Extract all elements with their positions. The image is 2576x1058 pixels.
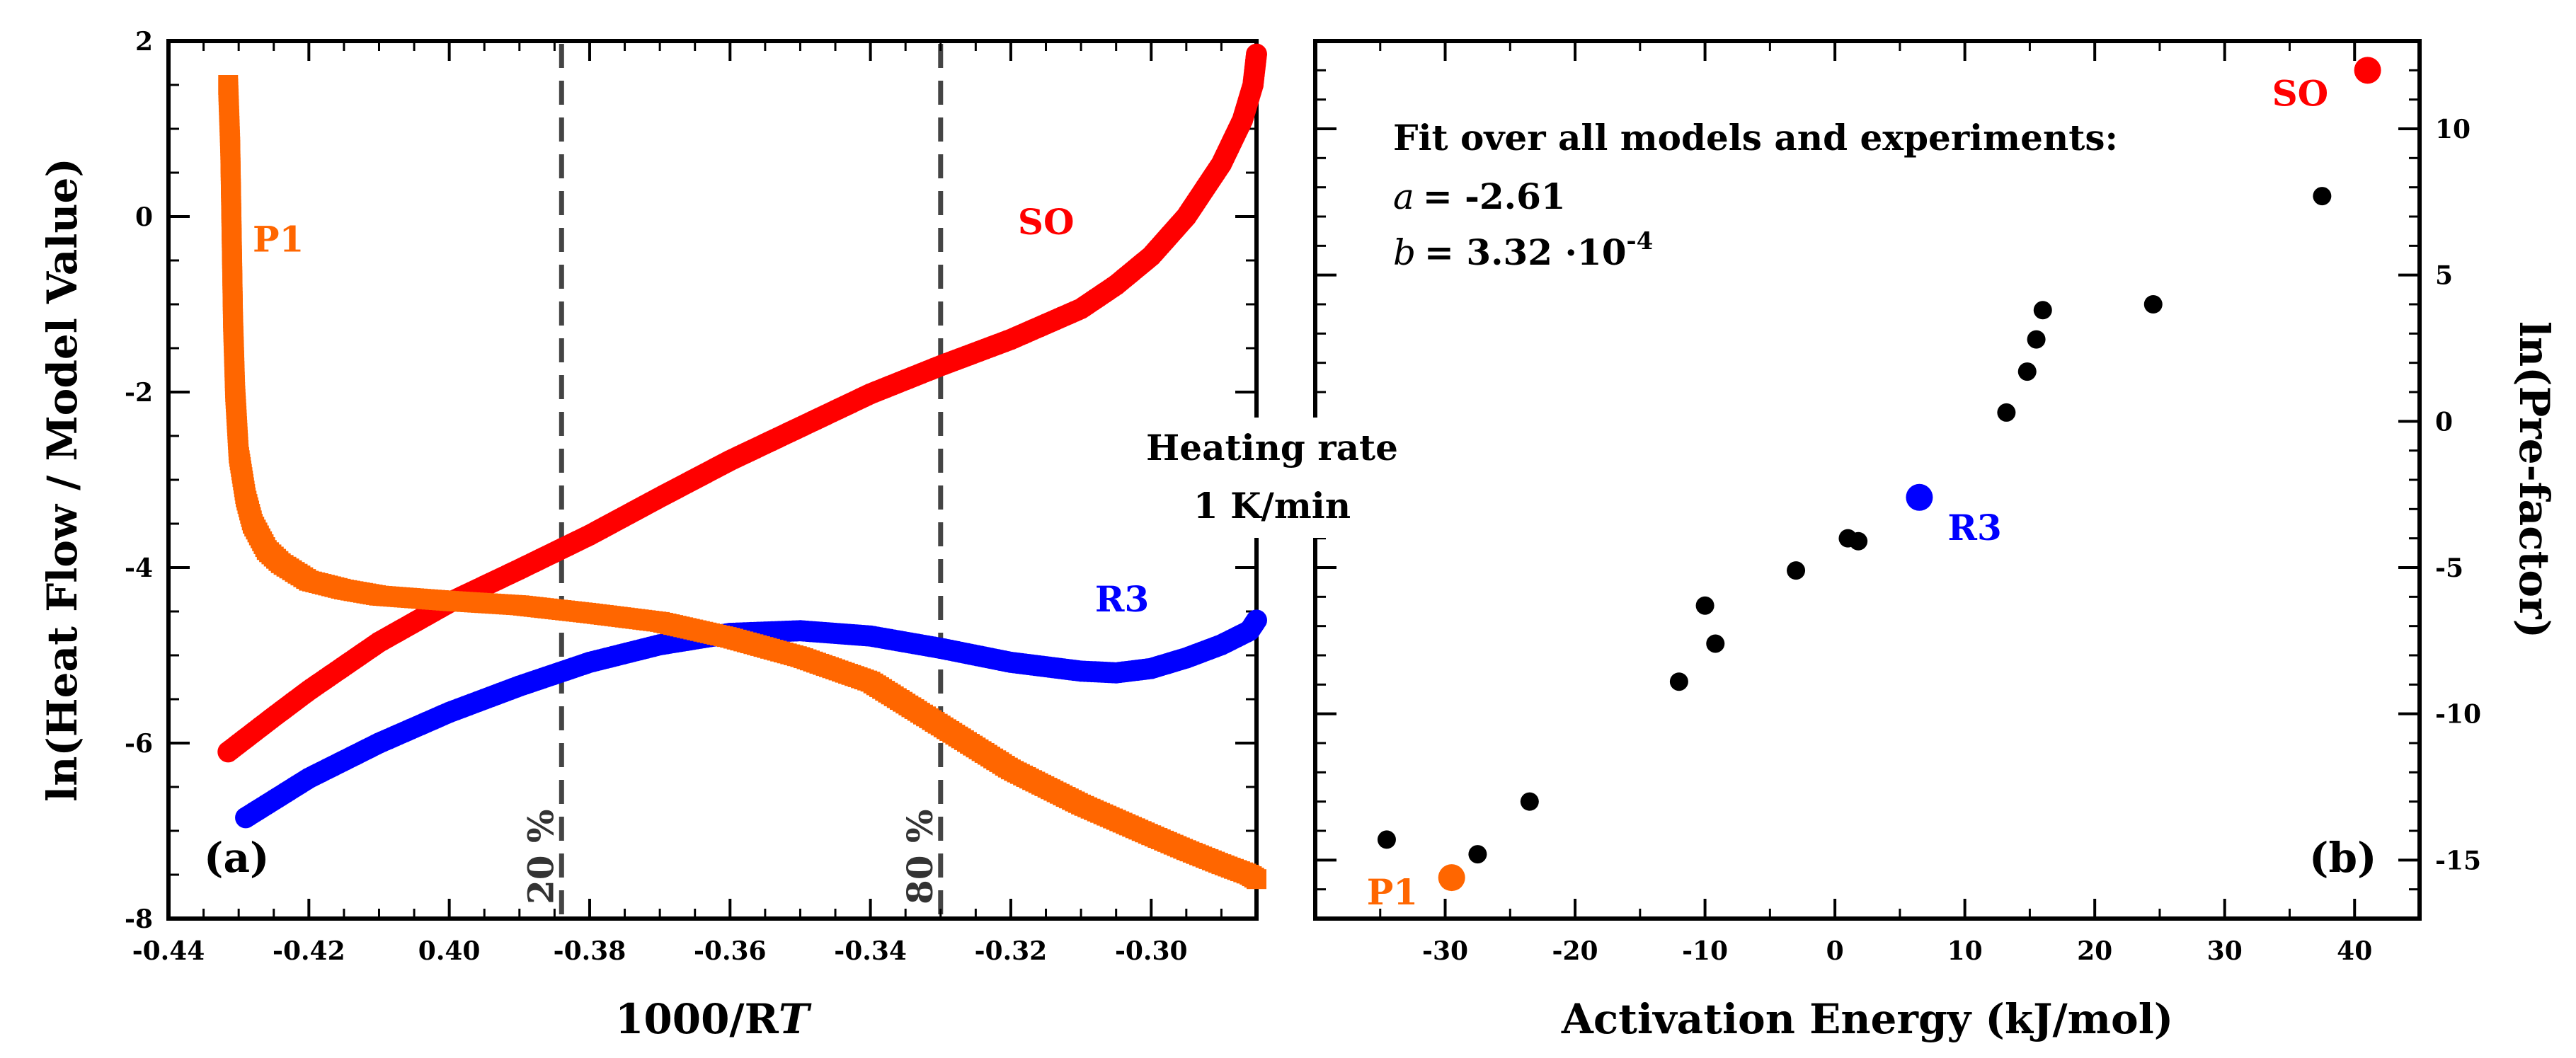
fit-b-value: b = 3.32 ·10-4 bbox=[1393, 227, 1653, 273]
b-x-tick-label: -10 bbox=[1682, 936, 1728, 966]
b-x-tick-label: 40 bbox=[2337, 936, 2372, 966]
data-point bbox=[2017, 362, 2037, 381]
panel-b-points bbox=[1377, 57, 2381, 892]
panel-b-frame bbox=[1313, 39, 2422, 921]
data-point bbox=[1706, 634, 1725, 653]
point-label-p1: P1 bbox=[1367, 871, 1418, 913]
panel-a-x-axis-label: 1000/RT bbox=[615, 995, 812, 1043]
a-x-tick-label: -0.30 bbox=[1115, 936, 1188, 966]
data-point bbox=[1246, 609, 1267, 631]
data-point bbox=[2143, 295, 2163, 314]
point-label-r3: R3 bbox=[1947, 507, 2001, 548]
point-p1 bbox=[1438, 864, 1465, 892]
a-x-tick-label: -0.36 bbox=[694, 936, 767, 966]
data-point bbox=[1849, 531, 1868, 551]
b-x-tick-label: -30 bbox=[1422, 936, 1468, 966]
center-label-background bbox=[1133, 418, 1409, 538]
fit-b-number: = 3.32 ·10 bbox=[1424, 231, 1626, 273]
fit-b-exponent: -4 bbox=[1627, 227, 1654, 255]
b-x-tick-label: 10 bbox=[1947, 936, 1983, 966]
a-y-tick-label: 0 bbox=[135, 202, 153, 232]
vline-80-label: 80 % bbox=[899, 810, 941, 905]
panel-a-y-axis-label: ln(Heat Flow / Model Value) bbox=[38, 158, 86, 802]
b-y-tick-label: -15 bbox=[2435, 846, 2481, 875]
panel-b-x-axis-label: Activation Energy (kJ/mol) bbox=[1561, 995, 2173, 1043]
a-y-tick-label: -8 bbox=[125, 904, 153, 934]
panel-a-label: (a) bbox=[204, 834, 269, 882]
series-so bbox=[217, 43, 1267, 763]
b-y-tick-label: -10 bbox=[2435, 700, 2481, 730]
data-point bbox=[2313, 187, 2332, 206]
series-label-p1: P1 bbox=[253, 219, 304, 260]
fit-title: Fit over all models and experiments: bbox=[1393, 117, 2118, 159]
point-so bbox=[2354, 57, 2381, 84]
a-x-tick-label: -0.38 bbox=[554, 936, 626, 966]
data-point bbox=[1669, 672, 1688, 691]
series-p1 bbox=[218, 75, 1266, 890]
panel-b: -30 -20 -10 0 10 20 30 40 -15 -10 -5 0 5 10 Fit over … bbox=[1313, 39, 2558, 1043]
b-x-tick-label: 0 bbox=[1826, 936, 1844, 966]
b-x-tick-label: 30 bbox=[2207, 936, 2243, 966]
series-r3 bbox=[235, 609, 1267, 829]
series-label-r3: R3 bbox=[1095, 578, 1149, 620]
series-label-so: SO bbox=[1018, 201, 1075, 243]
point-r3 bbox=[1906, 483, 1933, 511]
data-point bbox=[1695, 596, 1715, 615]
a-y-tick-label: -4 bbox=[125, 553, 153, 583]
b-x-tick-label: 20 bbox=[2077, 936, 2112, 966]
a-x-tick-label: -0.32 bbox=[975, 936, 1048, 966]
data-point bbox=[1787, 561, 1806, 580]
center-label-line2: 1 K/min bbox=[1193, 485, 1351, 527]
a-x-tick-label: -0.44 bbox=[132, 936, 205, 966]
data-point bbox=[1520, 792, 1539, 811]
data-point bbox=[1246, 43, 1267, 65]
panel-a-series bbox=[217, 43, 1267, 890]
point-label-so: SO bbox=[2272, 72, 2329, 114]
a-x-tick-label: -0.34 bbox=[834, 936, 907, 966]
panel-b-y-axis-label: ln(Pre-factor) bbox=[2510, 321, 2558, 638]
a-y-tick-label: -2 bbox=[125, 378, 153, 408]
a-y-tick-label: -6 bbox=[125, 729, 153, 759]
a-y-tick-label: 2 bbox=[135, 27, 153, 57]
panel-a-tick-labels: -0.44 -0.42 0.40 -0.38 -0.36 -0.34 -0.32 -0.30 -… bbox=[125, 27, 1188, 966]
panel-a: -0.44 -0.42 0.40 -0.38 -0.36 -0.34 -0.32 -0.30 -… bbox=[38, 27, 1267, 1043]
panel-b-ticks bbox=[1314, 40, 2421, 920]
fit-b-symbol: b bbox=[1393, 232, 1416, 273]
vline-20-label: 20 % bbox=[520, 810, 561, 905]
data-point bbox=[1247, 869, 1266, 890]
fit-a-symbol: a bbox=[1393, 176, 1414, 217]
data-point bbox=[1468, 845, 1487, 864]
b-x-tick-label: -20 bbox=[1552, 936, 1598, 966]
data-point bbox=[2033, 301, 2052, 320]
data-point bbox=[1997, 403, 2016, 422]
data-point bbox=[2027, 330, 2046, 349]
b-y-tick-label: 0 bbox=[2435, 407, 2453, 437]
x-label-italic: T bbox=[779, 995, 812, 1043]
panel-a-ticks bbox=[167, 40, 1258, 920]
panel-b-label: (b) bbox=[2309, 834, 2376, 882]
center-label-line1: Heating rate bbox=[1146, 427, 1398, 468]
x-label-prefix: 1000/R bbox=[615, 995, 779, 1043]
b-y-tick-label: 10 bbox=[2435, 115, 2471, 144]
a-x-tick-label: 0.40 bbox=[418, 936, 481, 966]
b-y-tick-label: -5 bbox=[2435, 553, 2463, 583]
panel-b-tick-labels: -30 -20 -10 0 10 20 30 40 -15 -10 -5 0 5 10 bbox=[1422, 115, 2481, 966]
fit-a-number: = -2.61 bbox=[1423, 176, 1566, 217]
b-y-tick-label: 5 bbox=[2435, 261, 2453, 291]
a-x-tick-label: -0.42 bbox=[273, 936, 345, 966]
fit-a-value: a = -2.61 bbox=[1393, 176, 1566, 217]
data-point bbox=[1377, 830, 1396, 849]
